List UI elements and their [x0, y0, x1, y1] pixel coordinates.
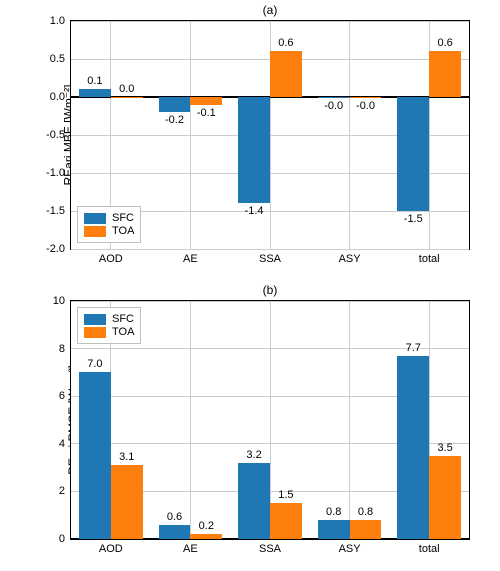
legend: SFCTOA — [77, 307, 141, 344]
legend-label: TOA — [112, 225, 134, 237]
bar-value-label: 0.8 — [326, 506, 341, 518]
bar-value-label: 0.1 — [87, 75, 102, 87]
bar-value-label: 1.5 — [278, 489, 293, 501]
bar-sfc — [159, 97, 191, 112]
bar-sfc — [79, 372, 111, 539]
bar-value-label: -0.0 — [324, 100, 343, 112]
bar-value-label: 7.7 — [406, 342, 421, 354]
bar-sfc — [238, 97, 270, 203]
bar-toa — [429, 51, 461, 97]
xtick-label: ASY — [339, 543, 361, 555]
ytick-label: -0.5 — [46, 129, 65, 141]
bar-sfc — [238, 463, 270, 539]
ytick-label: -1.5 — [46, 205, 65, 217]
bar-toa — [190, 97, 222, 105]
legend-swatch-toa — [84, 226, 106, 237]
ytick-label: -2.0 — [46, 243, 65, 255]
subplot-b: (b) REari RMSE [Wm⁻²] AODAESSAASYtotal02… — [70, 300, 470, 540]
bar-toa — [111, 465, 143, 539]
legend-swatch-toa — [84, 327, 106, 338]
subplot-a-title: (a) — [263, 3, 278, 17]
bar-toa — [190, 534, 222, 539]
bar-value-label: 7.0 — [87, 358, 102, 370]
ytick-label: 6 — [59, 390, 65, 402]
legend-label: TOA — [112, 326, 134, 338]
bar-sfc — [318, 520, 350, 539]
bar-value-label: 0.6 — [167, 511, 182, 523]
bar-value-label: 0.8 — [358, 506, 373, 518]
figure: (a) REari MBE [Wm⁻²] AODAESSAASYtotal-2.… — [0, 0, 500, 571]
ytick-label: 1.0 — [50, 15, 65, 27]
bar-value-label: 0.6 — [437, 37, 452, 49]
ytick-label: 0 — [59, 533, 65, 545]
bar-value-label: -0.0 — [356, 100, 375, 112]
ytick-label: -1.0 — [46, 167, 65, 179]
legend-label: SFC — [112, 212, 134, 224]
xtick-label: total — [419, 543, 440, 555]
bar-toa — [350, 520, 382, 539]
bar-value-label: -0.2 — [165, 114, 184, 126]
subplot-b-title: (b) — [263, 283, 278, 297]
xtick-label: AE — [183, 543, 198, 555]
bar-sfc — [318, 97, 350, 98]
ytick-label: 2 — [59, 485, 65, 497]
subplot-a-plot-area: AODAESSAASYtotal-2.0-1.5-1.0-0.50.00.51.… — [70, 20, 470, 250]
ytick-label: 4 — [59, 438, 65, 450]
legend: SFCTOA — [77, 206, 141, 243]
bar-value-label: -1.5 — [404, 213, 423, 225]
gridline-horizontal — [71, 21, 469, 22]
legend-item: SFC — [84, 212, 134, 224]
bar-toa — [111, 97, 143, 98]
xtick-label: SSA — [259, 543, 281, 555]
ytick-label: 8 — [59, 343, 65, 355]
ytick-label: 0.5 — [50, 53, 65, 65]
xtick-label: AE — [183, 253, 198, 265]
subplot-b-plot-area: AODAESSAASYtotal02468107.00.63.20.87.73.… — [70, 300, 470, 540]
xtick-label: ASY — [339, 253, 361, 265]
bar-sfc — [79, 89, 111, 97]
xtick-label: AOD — [99, 253, 123, 265]
gridline-vertical — [190, 301, 191, 539]
bar-value-label: 0.6 — [278, 37, 293, 49]
bar-value-label: -1.4 — [245, 205, 264, 217]
bar-value-label: -0.1 — [197, 107, 216, 119]
bar-toa — [270, 51, 302, 97]
legend-item: TOA — [84, 225, 134, 237]
legend-swatch-sfc — [84, 213, 106, 224]
bar-value-label: 3.5 — [437, 442, 452, 454]
bar-toa — [429, 456, 461, 539]
bar-sfc — [159, 525, 191, 539]
gridline-horizontal — [71, 301, 469, 302]
bar-sfc — [397, 97, 429, 211]
ytick-label: 0.0 — [50, 91, 65, 103]
bar-toa — [350, 97, 382, 98]
subplot-a: (a) REari MBE [Wm⁻²] AODAESSAASYtotal-2.… — [70, 20, 470, 250]
xtick-label: AOD — [99, 543, 123, 555]
xtick-label: total — [419, 253, 440, 265]
bar-toa — [270, 503, 302, 539]
gridline-vertical — [349, 301, 350, 539]
bar-value-label: 0.0 — [119, 83, 134, 95]
legend-item: SFC — [84, 313, 134, 325]
bar-value-label: 0.2 — [199, 520, 214, 532]
legend-swatch-sfc — [84, 314, 106, 325]
legend-item: TOA — [84, 326, 134, 338]
bar-value-label: 3.2 — [246, 449, 261, 461]
ytick-label: 10 — [53, 295, 65, 307]
bar-value-label: 3.1 — [119, 451, 134, 463]
gridline-horizontal — [71, 249, 469, 250]
bar-sfc — [397, 356, 429, 539]
legend-label: SFC — [112, 313, 134, 325]
xtick-label: SSA — [259, 253, 281, 265]
